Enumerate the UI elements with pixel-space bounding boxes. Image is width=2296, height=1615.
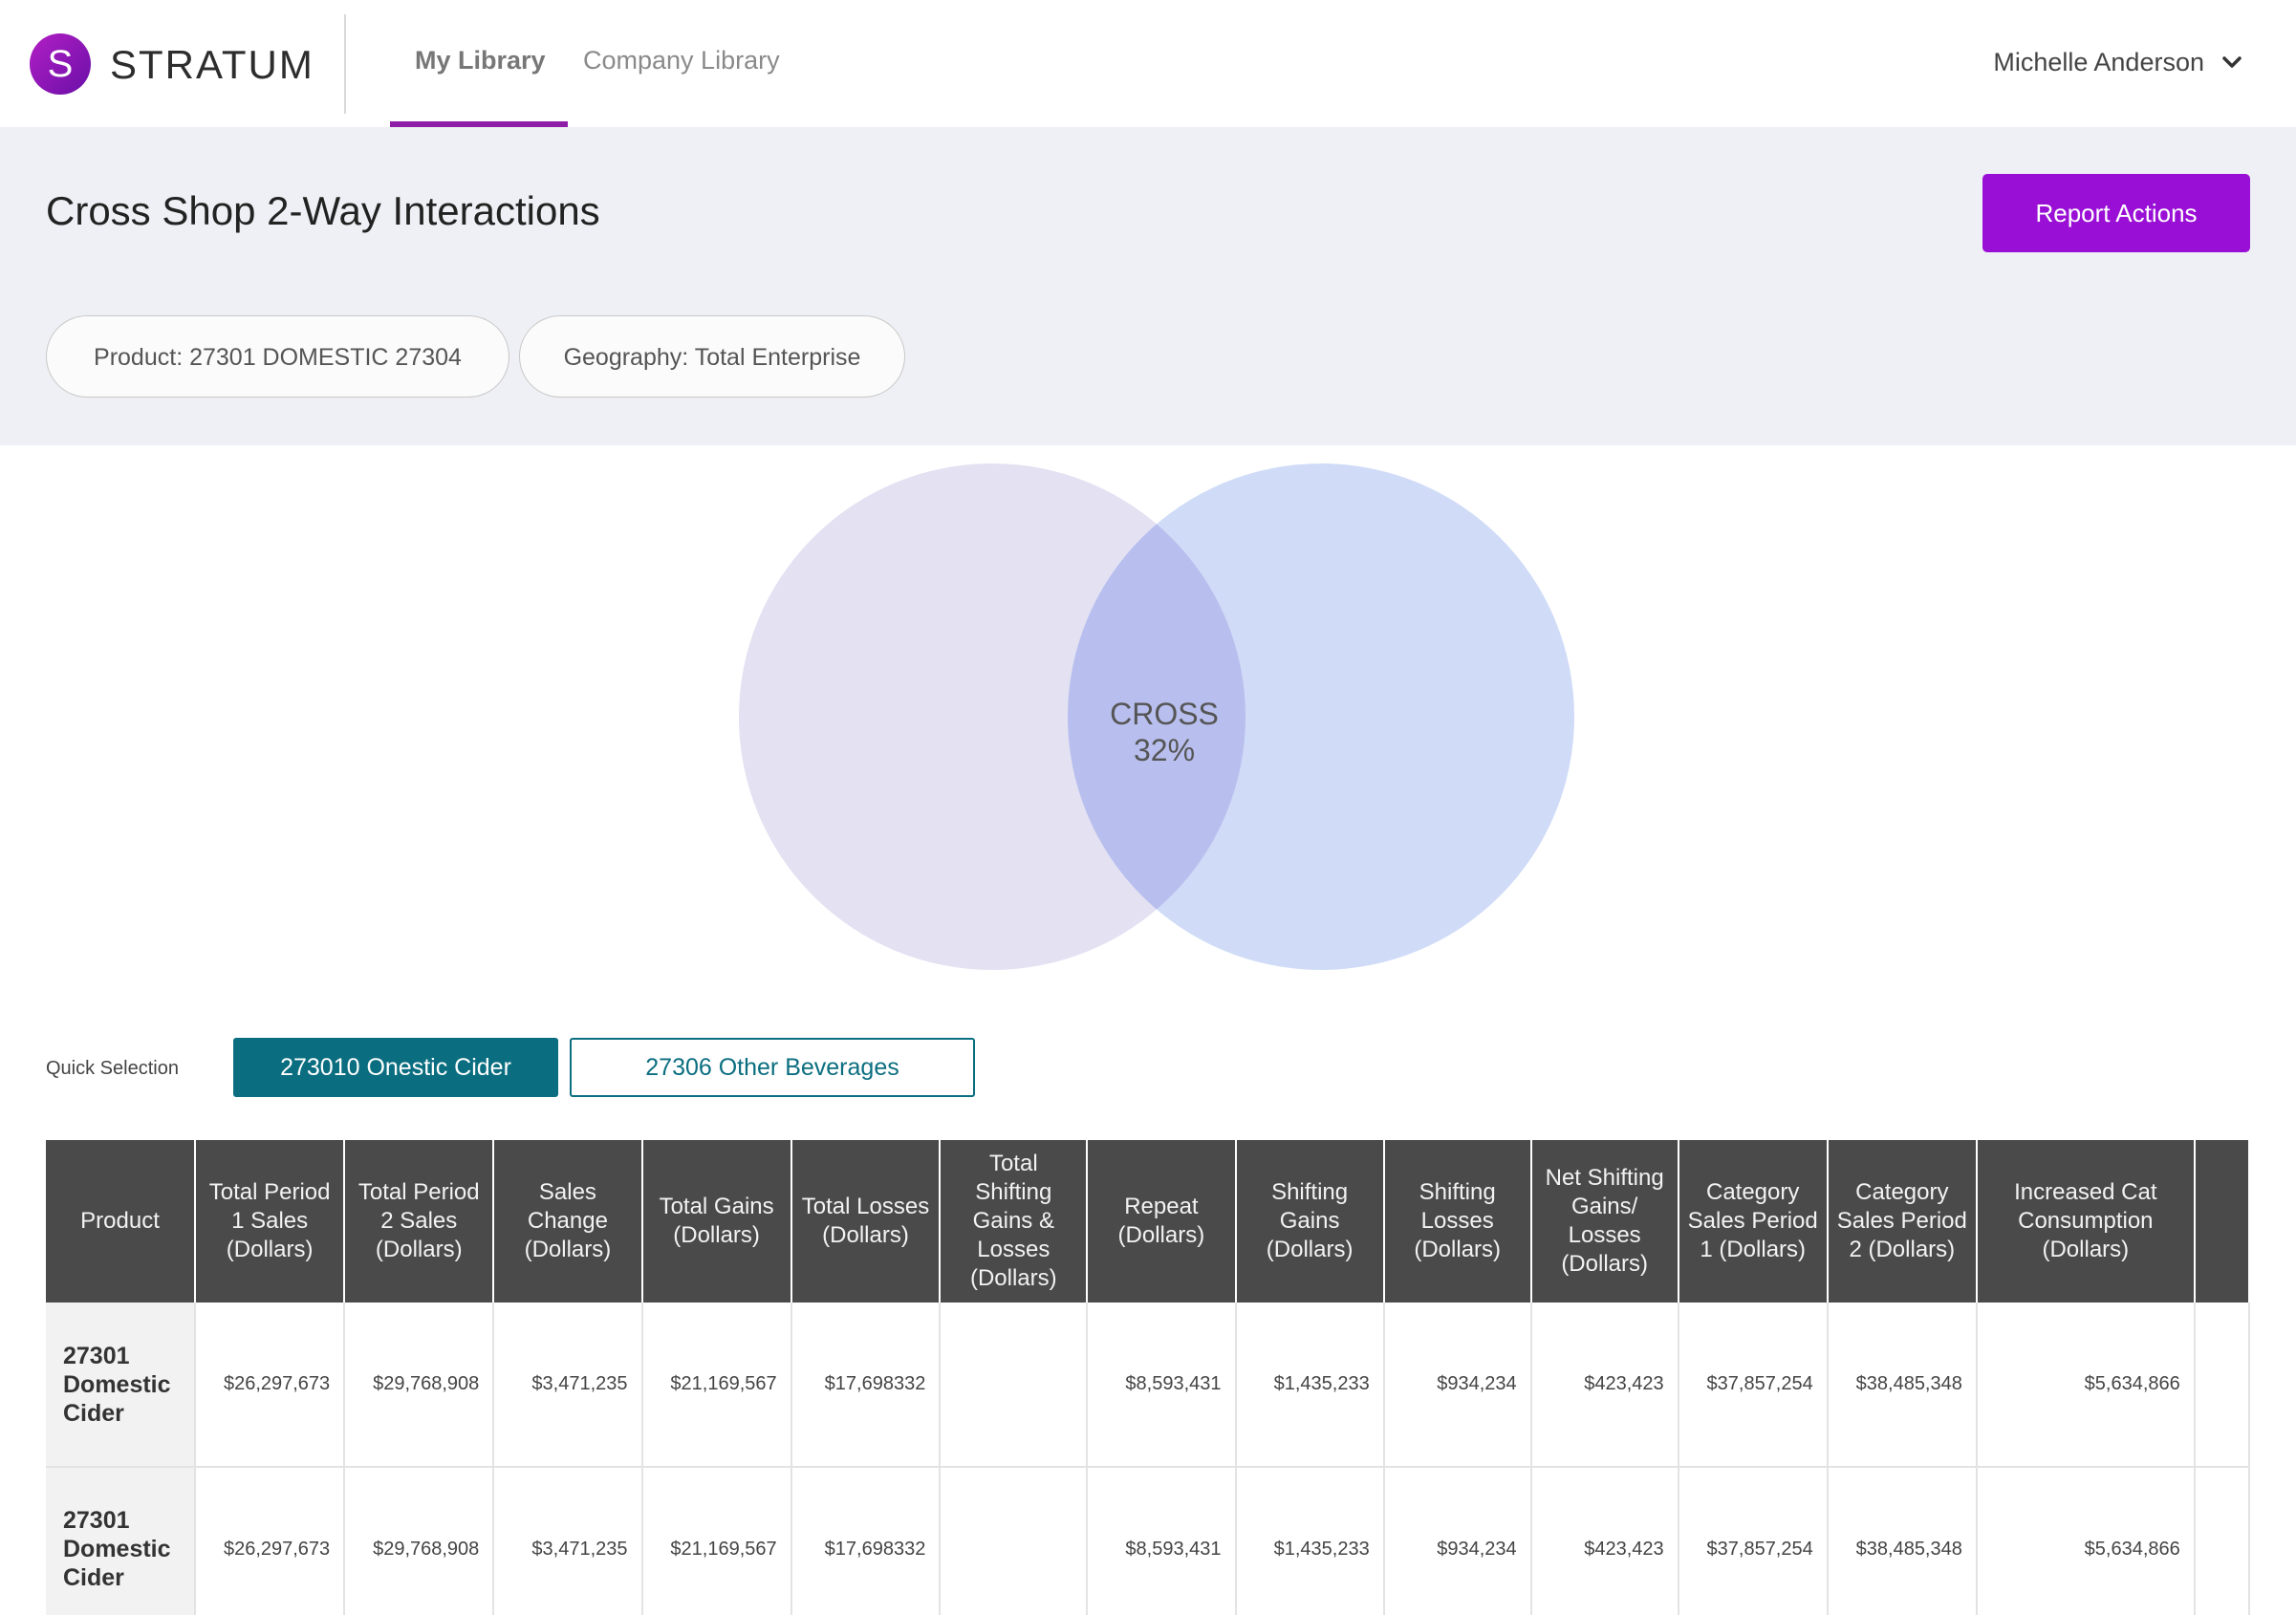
stratum-logo-icon[interactable]: S (30, 33, 91, 95)
venn-overlap-value: 32% (1134, 733, 1195, 767)
report-header: Cross Shop 2-Way Interactions Report Act… (0, 127, 2296, 445)
table-cell: $5,634,866 (1976, 1303, 2196, 1468)
column-header[interactable]: Sales Change (Dollars) (493, 1140, 643, 1303)
table-row[interactable]: 27301 Domestic Cider $26,297,673 $29,768… (46, 1467, 2250, 1615)
venn-overlap-label: CROSS (1110, 697, 1219, 731)
column-header[interactable]: Total Shifting Gains & Losses (Dollars) (940, 1140, 1089, 1303)
table-cell: $8,593,431 (1087, 1303, 1237, 1468)
column-header[interactable]: Repeat (Dollars) (1087, 1140, 1237, 1303)
column-header[interactable]: Net Shifting Gains/ Losses (Dollars) (1530, 1140, 1679, 1303)
table-cell: $38,485,348 (1827, 1303, 1978, 1468)
table-cell: $423,423 (1530, 1303, 1679, 1468)
quick-select-onestic-cider-button[interactable]: 273010 Onestic Cider (233, 1038, 558, 1097)
column-header[interactable]: Total Losses (Dollars) (791, 1140, 942, 1303)
table-cell: $29,768,908 (344, 1467, 495, 1615)
table-cell: $8,593,431 (1087, 1467, 1237, 1615)
table-cell: $37,857,254 (1678, 1467, 1829, 1615)
top-navigation-bar: S STRATUM My Library Company Library Mic… (0, 0, 2296, 127)
table-cell: $26,297,673 (195, 1467, 346, 1615)
table-cell: $26,297,673 (195, 1303, 346, 1468)
table-cell: $1,435,233 (1235, 1467, 1385, 1615)
table-cell: $1,435,233 (1235, 1303, 1385, 1468)
tab-my-library[interactable]: My Library (415, 46, 546, 75)
table-cell: $3,471,235 (493, 1303, 643, 1468)
table-cell (2194, 1303, 2250, 1468)
table-cell (940, 1303, 1089, 1468)
column-header[interactable]: Category Sales Period 2 (Dollars) (1827, 1140, 1978, 1303)
column-header[interactable]: Category Sales Period 1 (Dollars) (1678, 1140, 1829, 1303)
page-title: Cross Shop 2-Way Interactions (46, 188, 600, 233)
table-cell (940, 1467, 1089, 1615)
table-cell (2194, 1467, 2250, 1615)
chevron-down-icon[interactable] (2218, 48, 2246, 76)
venn-overlap (1068, 463, 1245, 970)
venn-diagram: CROSS 32% (739, 463, 1574, 970)
results-table: Product Total Period 1 Sales (Dollars) T… (46, 1140, 2250, 1615)
product-filter-chip[interactable]: Product: 27301 DOMESTIC 27304 (46, 315, 509, 398)
column-header[interactable] (2194, 1140, 2250, 1303)
nav-divider (344, 14, 346, 114)
table-cell: $934,234 (1383, 1467, 1532, 1615)
table-cell: $423,423 (1530, 1467, 1679, 1615)
column-header[interactable]: Increased Cat Consumption (Dollars) (1976, 1140, 2196, 1303)
table-cell: $37,857,254 (1678, 1303, 1829, 1468)
active-tab-indicator (390, 121, 568, 127)
table-cell: $21,169,567 (641, 1303, 792, 1468)
app-name: STRATUM (110, 42, 314, 87)
column-header[interactable]: Shifting Losses (Dollars) (1383, 1140, 1532, 1303)
quick-selection-label: Quick Selection (46, 1058, 179, 1079)
table-cell: $934,234 (1383, 1303, 1532, 1468)
results-table-container[interactable]: Product Total Period 1 Sales (Dollars) T… (46, 1140, 2250, 1615)
user-menu-name[interactable]: Michelle Anderson (1993, 48, 2204, 76)
product-cell: 27301 Domestic Cider (46, 1467, 197, 1615)
column-header[interactable]: Product (46, 1140, 197, 1303)
column-header[interactable]: Total Period 1 Sales (Dollars) (195, 1140, 346, 1303)
tab-company-library[interactable]: Company Library (583, 46, 780, 75)
report-actions-button[interactable]: Report Actions (1982, 174, 2250, 252)
column-header[interactable]: Total Gains (Dollars) (641, 1140, 792, 1303)
table-cell: $17,698332 (791, 1303, 942, 1468)
table-cell: $21,169,567 (641, 1467, 792, 1615)
geography-filter-chip[interactable]: Geography: Total Enterprise (519, 315, 905, 398)
table-cell: $29,768,908 (344, 1303, 495, 1468)
column-header[interactable]: Shifting Gains (Dollars) (1235, 1140, 1385, 1303)
table-cell: $3,471,235 (493, 1467, 643, 1615)
table-header-row: Product Total Period 1 Sales (Dollars) T… (46, 1140, 2250, 1303)
column-header[interactable]: Total Period 2 Sales (Dollars) (344, 1140, 495, 1303)
table-cell: $17,698332 (791, 1467, 942, 1615)
quick-select-other-beverages-button[interactable]: 27306 Other Beverages (570, 1038, 975, 1097)
table-row[interactable]: 27301 Domestic Cider $26,297,673 $29,768… (46, 1303, 2250, 1468)
table-cell: $38,485,348 (1827, 1467, 1978, 1615)
table-cell: $5,634,866 (1976, 1467, 2196, 1615)
product-cell: 27301 Domestic Cider (46, 1303, 197, 1468)
